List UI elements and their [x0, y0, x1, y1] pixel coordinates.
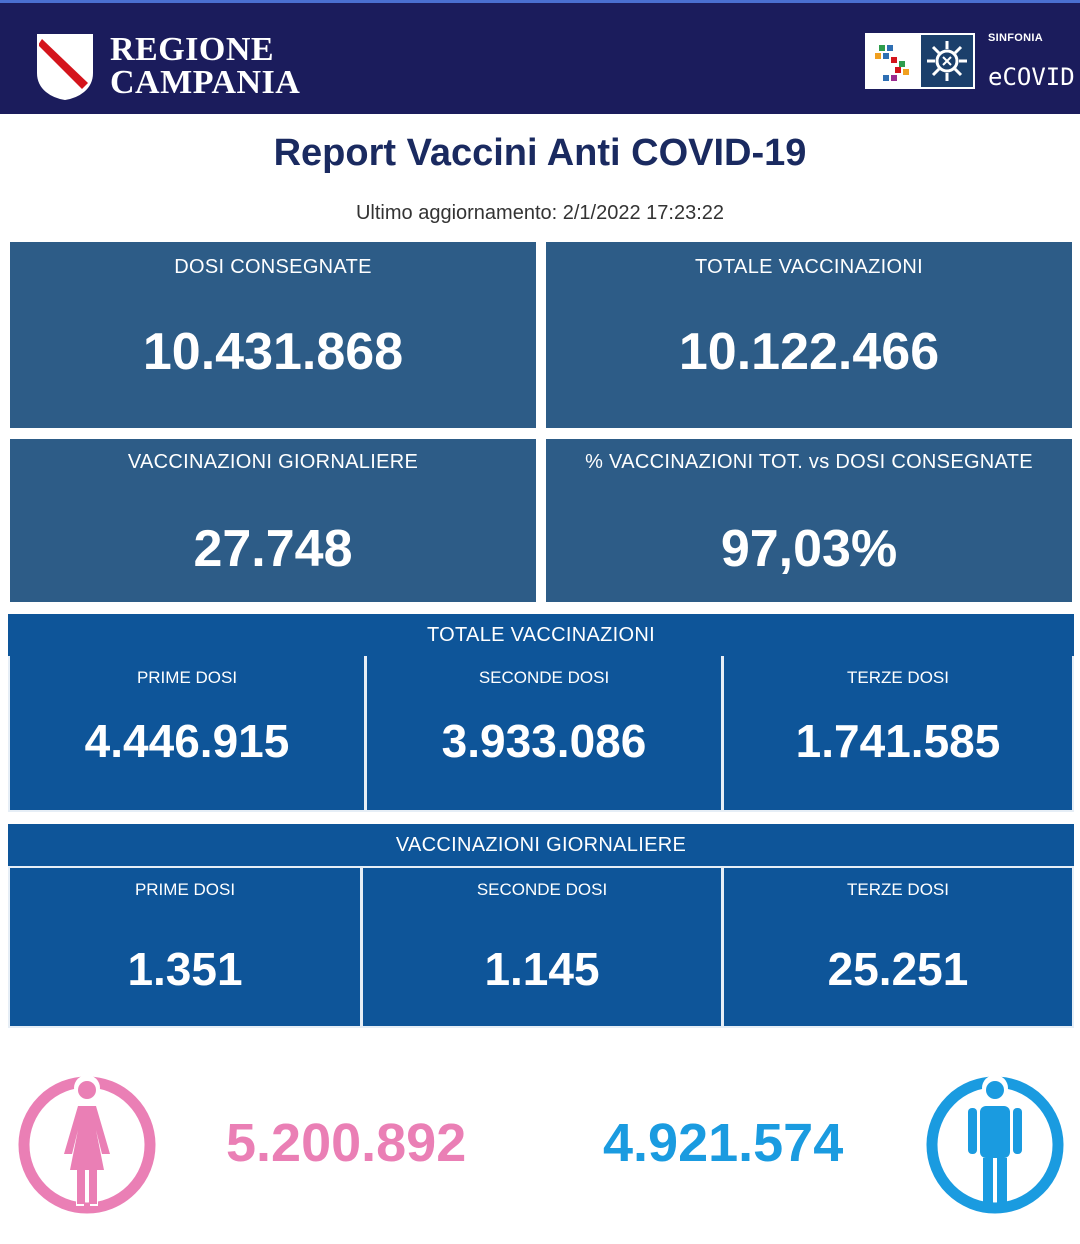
prime-dosi-cell: PRIME DOSI 4.446.915 [10, 656, 364, 810]
section-title: TOTALE VACCINAZIONI [8, 614, 1074, 656]
prime-dosi-cell: PRIME DOSI 1.351 [10, 868, 360, 1026]
last-update-text: Ultimo aggiornamento: 2/1/2022 17:23:22 [355, 202, 725, 224]
cell-label: PRIME DOSI [136, 668, 238, 687]
stat-vaccinazioni-giornaliere: VACCINAZIONI GIORNALIERE 27.748 [10, 439, 536, 602]
campania-shield-icon [37, 34, 93, 101]
section-title: VACCINAZIONI GIORNALIERE [8, 824, 1074, 866]
totale-vaccinazioni-section: TOTALE VACCINAZIONI PRIME DOSI 4.446.915… [8, 614, 1074, 812]
cell-value: 4.446.915 [84, 715, 290, 767]
stat-value: 10.431.868 [142, 323, 404, 381]
stat-label: TOTALE VACCINAZIONI [695, 256, 923, 278]
seconde-dosi-cell: SECONDE DOSI 1.145 [363, 868, 721, 1026]
stat-value: 27.748 [193, 520, 353, 578]
vaccinazioni-giornaliere-section: VACCINAZIONI GIORNALIERE PRIME DOSI 1.35… [8, 824, 1074, 1028]
brand-line-2: CAMPANIA [110, 64, 301, 101]
sinfonia-s-icon [875, 45, 909, 81]
terze-dosi-cell: TERZE DOSI 25.251 [724, 868, 1072, 1026]
female-count: 5.200.892 [226, 1113, 467, 1173]
cell-value: 1.351 [127, 943, 243, 995]
cell-value: 1.741.585 [795, 715, 1001, 767]
terze-dosi-cell: TERZE DOSI 1.741.585 [724, 656, 1072, 810]
stat-dosi-consegnate: DOSI CONSEGNATE 10.431.868 [10, 242, 536, 428]
virus-icon [927, 41, 967, 81]
stat-value: 10.122.466 [678, 323, 940, 381]
male-count: 4.921.574 [603, 1113, 844, 1173]
brand-line-1: REGIONE [110, 31, 275, 68]
virus-logo [921, 35, 973, 87]
ecovid-label: eCOVID [988, 63, 1075, 91]
seconde-dosi-cell: SECONDE DOSI 3.933.086 [367, 656, 721, 810]
cell-label: PRIME DOSI [134, 880, 236, 899]
page-title: Report Vaccini Anti COVID-19 [273, 132, 807, 174]
cell-value: 3.933.086 [441, 715, 647, 767]
cell-value: 1.145 [484, 943, 600, 995]
male-person-icon [926, 1075, 1064, 1214]
stat-label: DOSI CONSEGNATE [174, 256, 372, 278]
sinfonia-label: SINFONIA [988, 32, 1043, 44]
sinfonia-logo [865, 33, 975, 89]
header-bar: REGIONE CAMPANIA [0, 0, 1080, 114]
brand-name: REGIONE CAMPANIA [110, 31, 301, 101]
stat-value: 97,03% [720, 520, 898, 578]
stat-label: VACCINAZIONI GIORNALIERE [127, 451, 419, 473]
cell-label: SECONDE DOSI [476, 880, 608, 899]
cell-label: TERZE DOSI [846, 668, 949, 687]
female-person-icon [18, 1075, 156, 1214]
cell-label: SECONDE DOSI [478, 668, 610, 687]
cell-value: 25.251 [827, 943, 969, 995]
stat-totale-vaccinazioni: TOTALE VACCINAZIONI 10.122.466 [546, 242, 1072, 428]
stat-percentuale: % VACCINAZIONI TOT. vs DOSI CONSEGNATE 9… [546, 439, 1072, 602]
stat-label: % VACCINAZIONI TOT. vs DOSI CONSEGNATE [585, 451, 1033, 473]
cell-label: TERZE DOSI [846, 880, 949, 899]
